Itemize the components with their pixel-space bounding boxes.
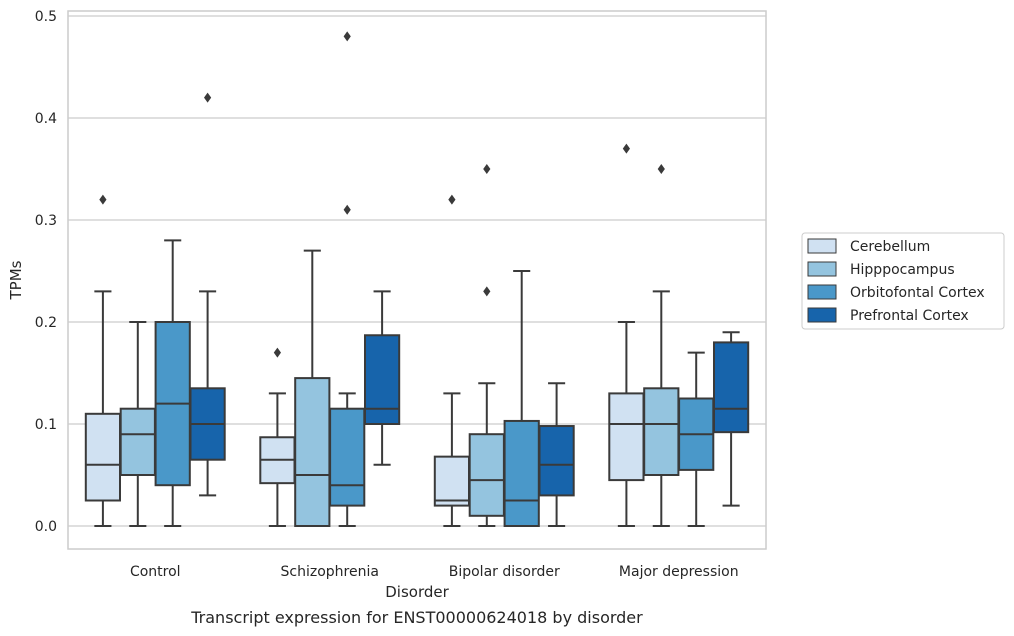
x-tick-label: Control (130, 564, 181, 580)
box-orbitofontal-cortex (503, 270, 540, 527)
box-iqr (119, 407, 156, 477)
y-tick-label: 0.3 (35, 213, 57, 229)
box-iqr (84, 412, 122, 502)
box-hipppocampus (468, 164, 505, 527)
box-orbitofontal-cortex (678, 351, 715, 527)
legend-swatch (807, 261, 837, 277)
box-cerebellum (259, 347, 296, 527)
outlier-point (343, 31, 351, 42)
plot-area-frame (67, 10, 767, 550)
outlier-point (657, 164, 665, 174)
y-tick-label: 0.4 (35, 111, 57, 127)
box-iqr (608, 392, 645, 482)
legend: Cerebellum Hipppocampus Orbitofontal Corte… (801, 232, 1005, 330)
legend-swatch (807, 307, 837, 323)
box-groups (84, 31, 750, 527)
outlier-point (273, 347, 281, 358)
box-hipppocampus (119, 321, 156, 527)
legend-label: Prefrontal Cortex (850, 308, 969, 324)
legend-label: Orbitofontal Cortex (850, 285, 985, 301)
box-iqr (433, 455, 471, 507)
outlier-point (448, 194, 456, 205)
box-cerebellum (433, 194, 471, 527)
box-hipppocampus (294, 249, 331, 527)
box-prefrontal-cortex (189, 92, 226, 497)
box-hipppocampus (643, 164, 680, 527)
box-orbitofontal-cortex (154, 239, 191, 527)
outlier-point (204, 92, 212, 103)
y-tick-label: 0.2 (35, 315, 57, 331)
box-cerebellum (608, 143, 645, 527)
x-axis-ticks: Control Schizophrenia Bipolar disorder Majo… (130, 564, 739, 580)
chart-caption: Transcript expression for ENST0000062401… (190, 608, 643, 627)
box-iqr (294, 377, 331, 527)
box-iqr (643, 387, 680, 476)
box-cerebellum (84, 194, 122, 527)
legend-label: Hipppocampus (850, 262, 955, 278)
x-tick-label: Bipolar disorder (449, 564, 560, 580)
x-tick-label: Major depression (619, 564, 739, 580)
box-iqr (712, 341, 750, 434)
box-iqr (538, 425, 575, 497)
legend-swatch (807, 238, 837, 254)
outlier-point (622, 143, 630, 154)
box-prefrontal-cortex (712, 331, 750, 507)
box-iqr (503, 419, 540, 527)
x-tick-label: Schizophrenia (281, 564, 379, 580)
box-prefrontal-cortex (363, 290, 401, 466)
legend-items: Cerebellum Hipppocampus Orbitofontal Corte… (807, 238, 985, 324)
outlier-point (483, 286, 491, 297)
outlier-point (99, 194, 107, 205)
y-tick-label: 0.5 (35, 9, 57, 25)
outlier-point (343, 204, 351, 215)
box-iqr (468, 433, 505, 517)
box-prefrontal-cortex (538, 382, 575, 527)
box-iqr (363, 334, 401, 426)
box-orbitofontal-cortex (329, 31, 366, 527)
x-axis-title: Disorder (385, 583, 449, 601)
y-tick-label: 0.1 (35, 417, 57, 433)
outlier-point (483, 164, 491, 174)
y-tick-label: 0.0 (35, 519, 57, 535)
box-iqr (329, 407, 366, 507)
y-axis-title: TPMs (7, 260, 25, 300)
legend-frame (801, 232, 1005, 330)
legend-swatch (807, 284, 837, 300)
legend-label: Cerebellum (850, 239, 930, 255)
y-axis-ticks: 0.0 0.1 0.2 0.3 0.4 0.5 (35, 9, 57, 535)
